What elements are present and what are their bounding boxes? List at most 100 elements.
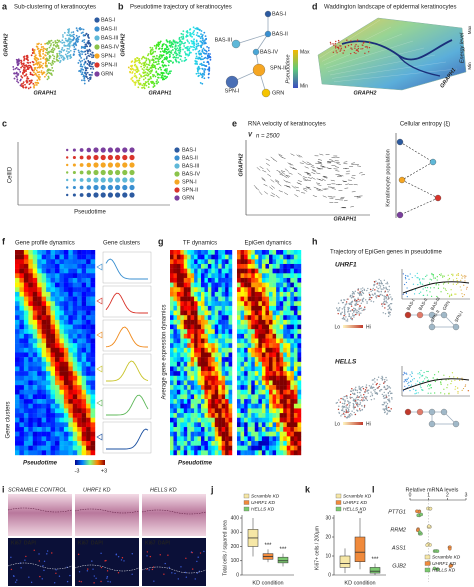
heatmap-cell xyxy=(77,403,82,409)
scatter-point xyxy=(384,303,387,305)
heatmap-cell xyxy=(214,250,219,255)
expression-point xyxy=(452,279,454,281)
scatter-point xyxy=(150,48,153,51)
heatmap-cell xyxy=(207,413,212,418)
heatmap-cell xyxy=(251,441,255,446)
scatter-point xyxy=(378,278,380,281)
scatter-point xyxy=(73,53,75,56)
heatmap-cell xyxy=(265,347,270,353)
heatmap-cell xyxy=(225,319,229,325)
heatmap-cell xyxy=(225,427,229,432)
heatmap-cell xyxy=(190,413,195,418)
heatmap-cell xyxy=(183,324,188,330)
heatmap-cell xyxy=(228,389,233,395)
heatmap-cell xyxy=(247,389,252,395)
heatmap-cell xyxy=(55,413,60,418)
expression-point xyxy=(443,374,445,376)
heatmap-cell xyxy=(240,361,245,367)
heatmap-cell xyxy=(265,436,270,442)
heatmap-cell xyxy=(237,338,241,344)
scatter-point xyxy=(348,416,350,418)
heatmap-cell xyxy=(225,338,229,344)
expression-point xyxy=(415,392,417,394)
heatmap-cell xyxy=(37,436,42,442)
scatter-point xyxy=(345,301,348,303)
heatmap-cell xyxy=(183,445,188,451)
axis-line xyxy=(303,187,308,190)
scatter-point xyxy=(356,410,359,412)
heatmap-cell xyxy=(23,431,29,437)
heatmap-cell xyxy=(290,324,295,330)
heatmap-cell xyxy=(228,427,233,432)
cell-dot xyxy=(122,147,128,153)
colorbar-label: +3 xyxy=(101,468,107,474)
heatmap-cell xyxy=(77,343,82,349)
heatmap-cell xyxy=(28,329,33,335)
heatmap-cell xyxy=(68,357,73,363)
heatmap-cell xyxy=(37,394,42,400)
heatmap-cell xyxy=(251,296,255,302)
heatmap-cell xyxy=(218,305,222,311)
heatmap-cell xyxy=(269,310,273,316)
heatmap-cell xyxy=(283,282,287,288)
heatmap-cell xyxy=(37,291,42,297)
scatter-point xyxy=(80,28,83,30)
heatmap-cell xyxy=(218,263,222,269)
heatmap-cell xyxy=(279,422,284,428)
heatmap-cell xyxy=(68,296,73,302)
heatmap-cell xyxy=(77,417,82,423)
heatmap-cell xyxy=(170,389,174,395)
heatmap-cell xyxy=(207,343,212,349)
heatmap-cell xyxy=(218,366,222,372)
scatter-point xyxy=(67,50,70,53)
colorbar-label: Lo xyxy=(334,421,340,427)
scatter-point xyxy=(360,288,362,290)
scatter-point xyxy=(204,68,207,71)
cell-point xyxy=(339,50,341,52)
scatter-point xyxy=(337,302,340,304)
heatmap-cell xyxy=(265,305,270,311)
scatter-point xyxy=(384,295,386,298)
heatmap-cell xyxy=(283,380,287,386)
heatmap-cell xyxy=(201,305,205,311)
expression-point xyxy=(455,293,457,295)
heatmap-cell xyxy=(86,315,91,321)
scatter-point xyxy=(344,414,346,416)
heatmap-cell xyxy=(55,333,60,339)
scatter-point xyxy=(363,406,366,409)
expression-point xyxy=(440,291,442,293)
scatter-point xyxy=(75,27,78,30)
heatmap-cell xyxy=(207,431,212,437)
heatmap-cell xyxy=(244,301,248,307)
scatter-point xyxy=(352,296,354,298)
cluster-box xyxy=(102,421,152,454)
heatmap-cell xyxy=(228,445,233,451)
heatmap-cell xyxy=(297,385,302,390)
heatmap-cell xyxy=(183,347,188,353)
heatmap-cell xyxy=(190,343,195,349)
expression-point xyxy=(413,293,416,295)
heatmap-cell xyxy=(197,371,202,376)
heatmap-cell xyxy=(290,441,295,446)
heatmap-cell xyxy=(63,343,69,349)
heatmap-cell xyxy=(251,287,255,293)
scatter-point xyxy=(366,301,368,303)
heatmap-cell xyxy=(251,413,255,418)
scatter-point xyxy=(17,81,20,84)
scatter-point xyxy=(386,302,388,304)
heatmap-cell xyxy=(59,277,65,283)
heatmap-cell xyxy=(77,375,82,381)
scatter-point xyxy=(180,36,183,38)
scatter-point xyxy=(370,288,372,291)
heatmap-cell xyxy=(194,287,198,293)
heatmap-cell xyxy=(225,254,229,260)
heatmap-cell xyxy=(55,380,60,386)
scatter-point xyxy=(377,290,379,292)
scatter-point xyxy=(353,403,355,406)
scatter-point xyxy=(85,57,88,60)
heatmap-cell xyxy=(32,347,38,353)
cell-dot xyxy=(122,192,128,198)
heatmap-cell xyxy=(204,371,209,376)
axis-line xyxy=(255,187,260,191)
heatmap-cell xyxy=(272,422,277,428)
